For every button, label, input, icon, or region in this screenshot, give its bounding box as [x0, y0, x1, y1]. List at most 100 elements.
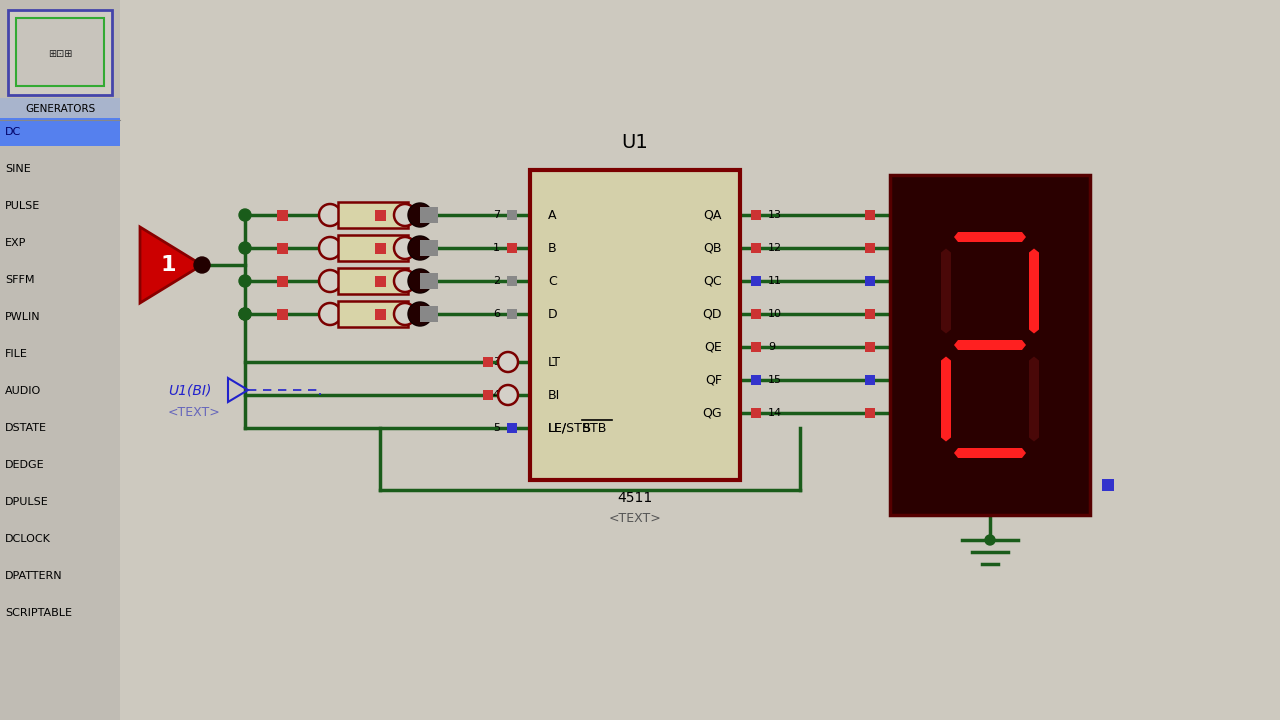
Bar [751, 210, 762, 220]
Bar [751, 342, 762, 352]
Text: QF: QF [705, 374, 722, 387]
Circle shape [498, 352, 518, 372]
Text: DSTATE: DSTATE [5, 423, 47, 433]
Bar [865, 408, 876, 418]
Bar [865, 210, 876, 220]
Text: B: B [548, 241, 557, 254]
Text: 2: 2 [493, 276, 500, 286]
Text: 1: 1 [160, 255, 175, 275]
Bar [420, 306, 438, 322]
Bar [507, 390, 517, 400]
Bar [420, 240, 438, 256]
Text: PWLIN: PWLIN [5, 312, 41, 322]
Circle shape [408, 302, 433, 326]
Text: 9: 9 [768, 342, 776, 352]
Text: LT: LT [548, 356, 561, 369]
Circle shape [195, 257, 210, 273]
Text: 12: 12 [768, 243, 782, 253]
Polygon shape [954, 448, 1027, 458]
Bar [338, 301, 408, 327]
Text: A: A [548, 209, 557, 222]
Text: DPULSE: DPULSE [5, 497, 49, 507]
Text: 4: 4 [493, 390, 500, 400]
Bar [0, 118, 120, 146]
Text: EXP: EXP [5, 238, 27, 248]
Circle shape [408, 269, 433, 293]
Bar [375, 308, 385, 320]
Circle shape [394, 270, 416, 292]
Circle shape [239, 209, 251, 221]
Polygon shape [941, 356, 951, 441]
Bar [276, 210, 288, 220]
Text: PULSE: PULSE [5, 201, 40, 211]
Circle shape [319, 270, 340, 292]
Circle shape [239, 308, 251, 320]
Circle shape [239, 308, 251, 320]
Circle shape [394, 204, 416, 226]
Text: 4511: 4511 [617, 491, 653, 505]
Circle shape [319, 204, 340, 226]
Text: D: D [548, 307, 558, 320]
Bar [507, 276, 517, 286]
Text: DC: DC [5, 127, 22, 137]
Text: C: C [548, 274, 557, 287]
Text: 5: 5 [493, 423, 500, 433]
Polygon shape [140, 227, 202, 303]
Polygon shape [954, 340, 1027, 350]
Bar [751, 375, 762, 385]
Bar [507, 357, 517, 367]
Text: AUDIO: AUDIO [5, 386, 41, 396]
Bar [338, 235, 408, 261]
Text: QD: QD [703, 307, 722, 320]
Text: QB: QB [704, 241, 722, 254]
Text: 11: 11 [768, 276, 782, 286]
Bar [375, 276, 385, 287]
Circle shape [408, 203, 433, 227]
Polygon shape [1029, 356, 1039, 441]
Text: 15: 15 [768, 375, 782, 385]
Text: 6: 6 [493, 309, 500, 319]
Text: 3: 3 [493, 357, 500, 367]
Text: BI: BI [548, 389, 561, 402]
Text: DCLOCK: DCLOCK [5, 534, 51, 544]
Circle shape [394, 237, 416, 259]
Bar [420, 207, 438, 223]
Text: DPATTERN: DPATTERN [5, 571, 63, 581]
Circle shape [498, 385, 518, 405]
Text: 13: 13 [768, 210, 782, 220]
Text: SFFM: SFFM [5, 275, 35, 285]
Bar [276, 243, 288, 253]
Bar [865, 276, 876, 286]
Circle shape [319, 237, 340, 259]
Bar [420, 273, 438, 289]
Text: QA: QA [704, 209, 722, 222]
Bar [338, 202, 408, 228]
Polygon shape [954, 232, 1027, 242]
Text: 1: 1 [493, 243, 500, 253]
Bar [751, 309, 762, 319]
Text: QG: QG [703, 407, 722, 420]
Text: STB: STB [582, 421, 607, 434]
Bar [751, 408, 762, 418]
Text: QC: QC [704, 274, 722, 287]
Text: <TEXT>: <TEXT> [168, 405, 220, 418]
Circle shape [319, 303, 340, 325]
Text: LE/: LE/ [548, 421, 567, 434]
Text: U1: U1 [622, 132, 649, 151]
Circle shape [408, 236, 433, 260]
Polygon shape [1029, 248, 1039, 333]
Polygon shape [941, 248, 951, 333]
Bar [17, 18, 104, 86]
Bar [507, 210, 517, 220]
Bar [751, 243, 762, 253]
Text: SCRIPTABLE: SCRIPTABLE [5, 608, 72, 618]
Bar [338, 268, 408, 294]
Text: FILE: FILE [5, 349, 28, 359]
Text: QE: QE [704, 341, 722, 354]
Bar [276, 308, 288, 320]
Bar [507, 243, 517, 253]
Bar [483, 390, 493, 400]
Text: <TEXT>: <TEXT> [608, 511, 662, 524]
Bar [1102, 479, 1114, 491]
Bar [0, 0, 120, 720]
